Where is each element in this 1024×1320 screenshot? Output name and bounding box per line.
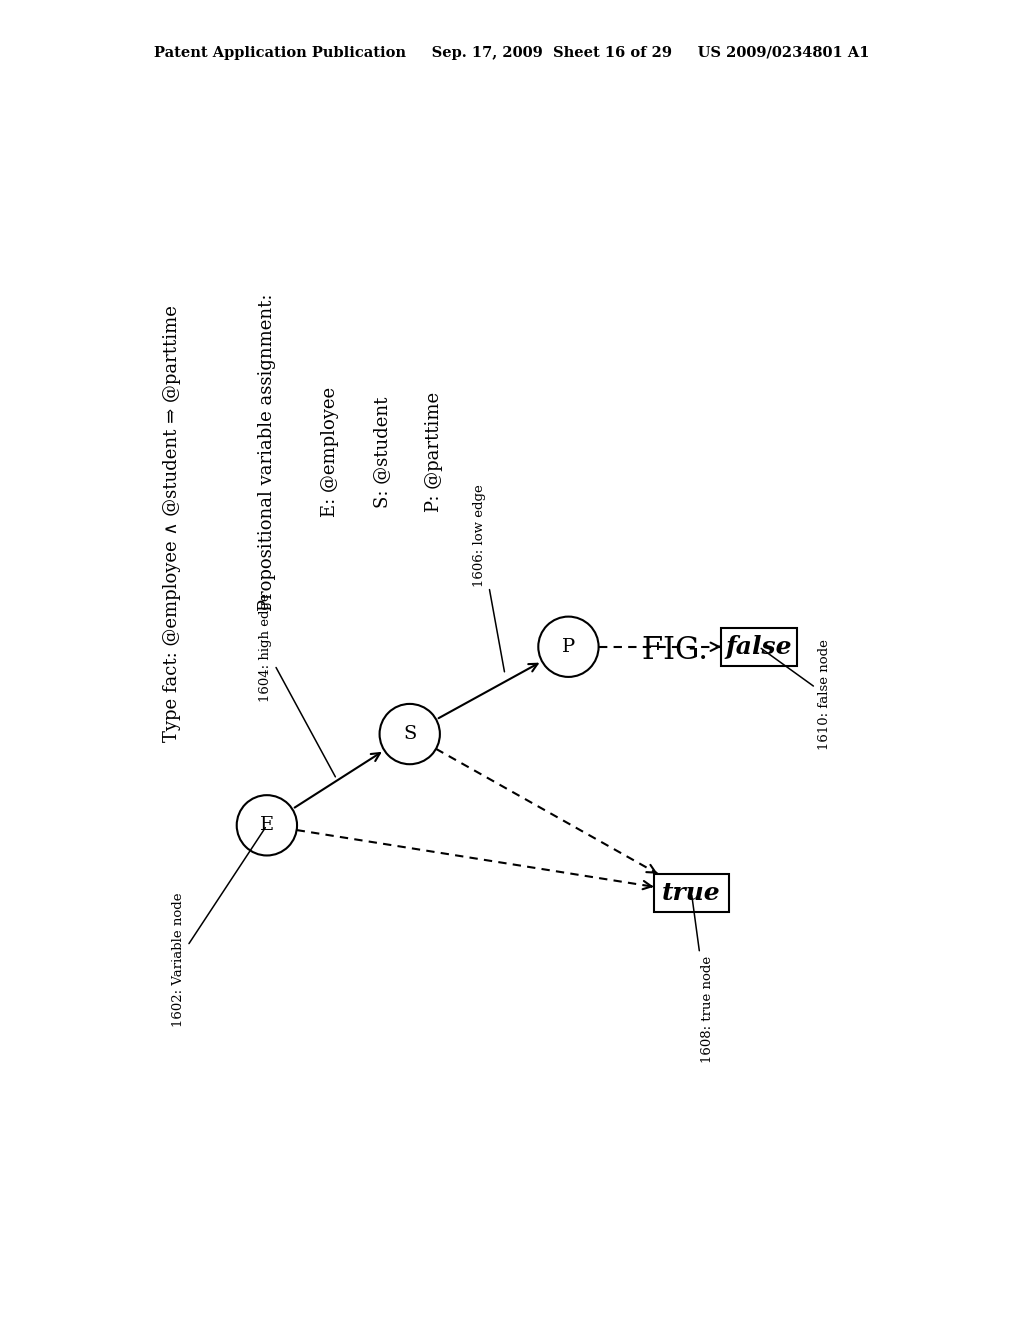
Text: Patent Application Publication     Sep. 17, 2009  Sheet 16 of 29     US 2009/023: Patent Application Publication Sep. 17, … <box>155 46 869 61</box>
Circle shape <box>237 795 297 855</box>
Text: 1608: true node: 1608: true node <box>692 895 714 1064</box>
Text: 1604: high edge: 1604: high edge <box>259 594 336 777</box>
Text: 1606: low edge: 1606: low edge <box>473 484 505 672</box>
Text: FIG. 16: FIG. 16 <box>642 635 757 667</box>
Circle shape <box>539 616 599 677</box>
Text: true: true <box>663 880 721 904</box>
Text: false: false <box>726 635 793 659</box>
Text: S: S <box>403 725 417 743</box>
Text: 1610: false node: 1610: false node <box>761 639 831 750</box>
Circle shape <box>380 704 440 764</box>
FancyBboxPatch shape <box>653 874 729 912</box>
Text: P: @parttime: P: @parttime <box>425 392 442 512</box>
Text: E: E <box>260 816 274 834</box>
FancyBboxPatch shape <box>721 628 797 665</box>
Text: S: @student: S: @student <box>373 396 391 508</box>
Text: P: P <box>562 638 575 656</box>
Text: Propositional variable assignment:: Propositional variable assignment: <box>258 293 275 611</box>
Text: E: @employee: E: @employee <box>322 387 339 517</box>
Text: 1602: Variable node: 1602: Variable node <box>172 828 265 1027</box>
Text: Type fact: @employee ∧ @student ⇒ @parttime: Type fact: @employee ∧ @student ⇒ @partt… <box>163 305 180 742</box>
